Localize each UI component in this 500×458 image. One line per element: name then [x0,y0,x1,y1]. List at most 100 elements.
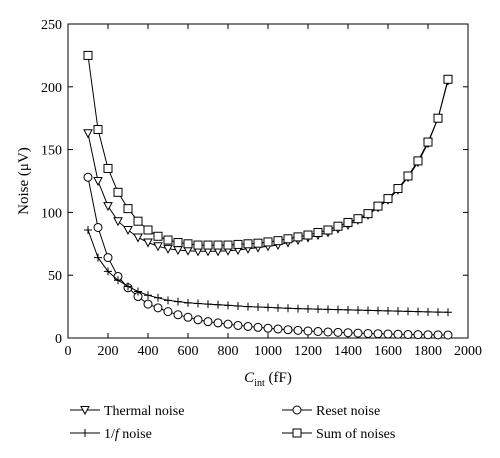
data-point [283,325,293,335]
x-tick-label: 2000 [454,344,482,359]
data-point [404,307,412,316]
data-point [124,282,132,291]
data-point [443,74,453,84]
data-point [203,240,213,250]
data-point [93,177,103,187]
data-point [353,214,363,224]
data-point [363,209,373,219]
data-point [183,312,193,322]
data-point [413,156,423,166]
data-point [93,125,103,135]
data-point [263,323,273,333]
data-point [243,239,253,249]
legend-label: Reset noise [316,404,380,419]
data-point [313,326,323,336]
data-point [373,201,383,211]
data-point [173,310,183,320]
data-point [113,187,123,197]
data-point [244,302,252,311]
series-layer [83,50,453,340]
data-point [174,297,182,306]
data-point [143,238,153,248]
data-point [133,233,143,243]
data-point [83,172,93,182]
x-tick-label: 1400 [334,344,362,359]
data-point [333,327,343,337]
data-point [163,307,173,317]
x-tick-label: 200 [98,344,119,359]
x-tick-label: 1800 [414,344,442,359]
data-point [423,137,433,147]
data-point [194,299,202,308]
data-point [273,236,283,246]
data-point [333,221,343,231]
data-point [343,217,353,227]
data-point [143,225,153,235]
series-reset-noise [83,172,453,340]
data-point [254,302,262,311]
data-point [433,113,443,123]
data-point [153,303,163,313]
data-point [414,307,422,316]
legend-item: Thermal noise [70,404,184,419]
data-point [234,301,242,310]
data-point [143,299,153,309]
data-point [444,308,452,317]
x-tick-label: 1000 [254,344,282,359]
x-axis-title: Cint (fF) [244,370,292,389]
legend-marker [80,406,90,416]
data-point [93,222,103,232]
data-point [113,217,123,227]
data-point [163,244,173,254]
y-axis-title: Noise (μV) [16,147,32,215]
data-point [383,194,393,204]
data-point [104,267,112,276]
series-1-f-noise [84,225,452,317]
data-point [324,305,332,314]
data-point [374,306,382,315]
data-point [83,50,93,60]
data-point [313,227,323,237]
legend-marker [292,428,302,438]
data-point [103,253,113,263]
y-tick-label: 0 [55,332,62,347]
data-point [163,235,173,245]
data-point [393,329,403,339]
data-point [273,324,283,334]
data-point [133,216,143,226]
data-point [153,242,163,252]
data-point [393,184,403,194]
data-point [224,301,232,310]
data-point [183,239,193,249]
x-tick-label: 800 [218,344,239,359]
data-point [264,303,272,312]
data-point [294,304,302,313]
data-point [284,304,292,313]
y-tick-label: 100 [41,206,62,221]
data-point [164,296,172,305]
data-point [314,305,322,314]
data-point [193,240,203,250]
legend-item: Sum of noises [282,427,395,442]
data-point [384,306,392,315]
legend-label: Sum of noises [316,427,395,442]
data-point [323,327,333,337]
legend-label: 1/f noise [104,427,152,442]
data-point [144,291,152,300]
data-point [433,330,443,340]
data-point [253,238,263,248]
data-point [134,287,142,296]
data-point [304,304,312,313]
data-point [323,225,333,235]
legend-label: Thermal noise [104,404,184,419]
y-axis-ticks: 0 50 100 150 200 250 [41,18,468,347]
data-point [123,225,133,236]
data-point [114,276,122,285]
data-point [94,253,102,262]
data-point [303,326,313,336]
data-point [263,237,273,247]
data-point [213,240,223,250]
legend: Thermal noise Reset noise 1/f noise Sum of … [70,404,395,442]
data-point [353,328,363,338]
data-point [213,318,223,328]
